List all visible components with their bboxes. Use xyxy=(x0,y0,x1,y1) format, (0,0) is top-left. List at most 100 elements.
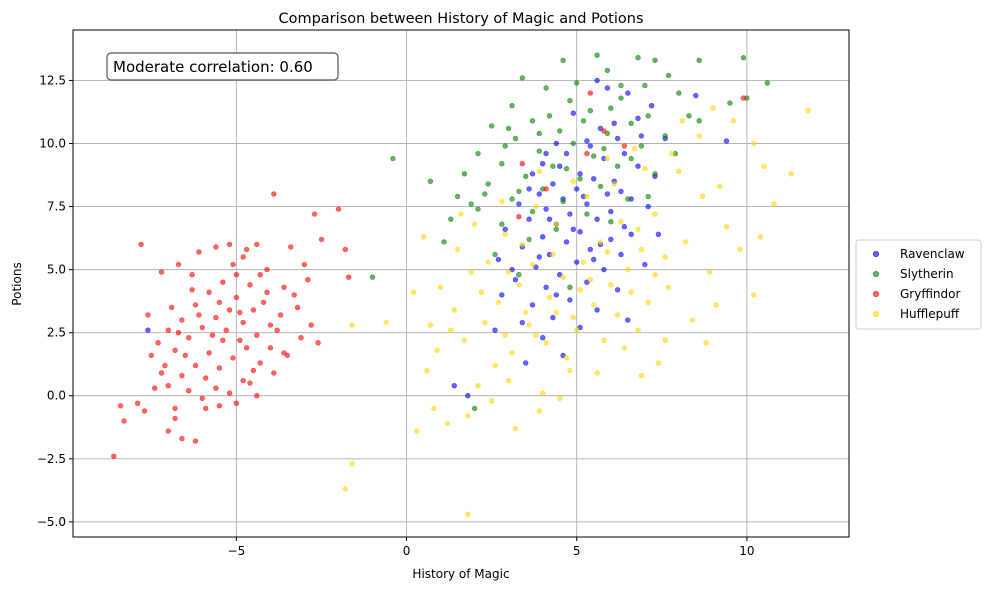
data-point xyxy=(502,332,508,338)
data-point xyxy=(420,234,427,240)
data-point xyxy=(529,208,536,215)
data-point xyxy=(611,181,617,187)
data-point xyxy=(390,155,396,162)
data-point xyxy=(206,289,212,295)
data-point xyxy=(516,188,522,195)
data-point xyxy=(502,226,508,233)
x-tick-label: 5 xyxy=(573,544,581,558)
data-point xyxy=(577,229,583,235)
data-point xyxy=(716,183,723,190)
data-point xyxy=(233,272,240,278)
data-point xyxy=(608,105,614,111)
data-point xyxy=(645,193,651,200)
data-point xyxy=(271,191,277,197)
data-point xyxy=(213,385,219,391)
data-point xyxy=(240,254,246,260)
data-point xyxy=(465,393,471,399)
data-point xyxy=(192,302,199,308)
data-point xyxy=(604,249,611,255)
data-point xyxy=(737,246,743,253)
data-point xyxy=(444,420,451,427)
data-point xyxy=(342,486,348,492)
data-point xyxy=(267,322,274,328)
data-point xyxy=(560,57,566,63)
data-point xyxy=(625,90,631,96)
data-point xyxy=(213,244,219,250)
data-point xyxy=(230,355,236,361)
data-point xyxy=(182,352,189,359)
data-point xyxy=(761,163,767,169)
data-point xyxy=(519,161,525,167)
data-point xyxy=(526,216,532,222)
series-hufflepuff xyxy=(342,105,811,517)
data-point xyxy=(563,150,570,157)
data-point xyxy=(250,367,257,374)
data-point xyxy=(567,284,573,290)
data-point xyxy=(750,292,757,298)
data-point xyxy=(254,393,260,399)
data-point xyxy=(618,82,624,89)
data-point xyxy=(179,372,185,379)
data-point xyxy=(567,211,573,217)
data-point xyxy=(696,57,702,63)
data-point xyxy=(526,322,532,328)
legend-label: Hufflepuff xyxy=(900,307,960,321)
data-point xyxy=(625,196,631,202)
data-point xyxy=(111,453,117,459)
data-point xyxy=(458,211,464,217)
data-point xyxy=(570,178,576,185)
data-point xyxy=(448,216,454,222)
data-point xyxy=(539,161,546,167)
x-axis-ticks: −5 0 5 10 xyxy=(228,537,755,558)
data-point xyxy=(638,372,645,379)
data-point xyxy=(499,292,505,298)
data-point xyxy=(482,191,488,197)
data-point xyxy=(155,340,161,346)
data-point xyxy=(346,274,352,280)
data-point xyxy=(614,312,621,318)
data-point xyxy=(226,390,233,396)
data-point xyxy=(710,105,716,111)
data-point xyxy=(601,337,607,343)
data-point xyxy=(301,261,308,268)
data-point xyxy=(162,362,168,369)
data-point xyxy=(516,282,522,288)
data-point xyxy=(281,284,287,290)
data-point xyxy=(635,54,641,61)
y-tick-label: 10.0 xyxy=(39,137,66,151)
data-point xyxy=(638,133,645,139)
data-point xyxy=(587,143,593,149)
data-point xyxy=(172,347,178,353)
data-point xyxy=(614,135,621,142)
data-point xyxy=(121,418,127,424)
data-point xyxy=(757,234,764,240)
data-point xyxy=(625,317,631,323)
data-point xyxy=(556,163,563,169)
data-point xyxy=(536,148,542,154)
data-point xyxy=(519,75,525,81)
data-point xyxy=(516,214,522,220)
data-point xyxy=(750,140,757,147)
data-point xyxy=(454,193,461,200)
data-point xyxy=(533,332,539,338)
data-point xyxy=(655,231,662,238)
data-point xyxy=(492,327,498,333)
data-point xyxy=(655,360,662,366)
data-point xyxy=(703,340,709,346)
series-gryffindor xyxy=(111,90,747,459)
data-point xyxy=(740,54,747,61)
data-point xyxy=(431,405,437,412)
data-point xyxy=(665,284,672,290)
y-tick-label: 12.5 xyxy=(39,73,66,87)
data-point xyxy=(529,171,536,177)
data-point xyxy=(536,130,542,137)
data-point xyxy=(628,289,634,295)
data-point xyxy=(488,123,495,129)
data-point xyxy=(553,292,559,298)
data-point xyxy=(608,236,614,243)
data-point xyxy=(594,307,600,313)
data-point xyxy=(274,327,280,333)
data-point xyxy=(648,102,655,109)
data-point xyxy=(590,256,597,263)
